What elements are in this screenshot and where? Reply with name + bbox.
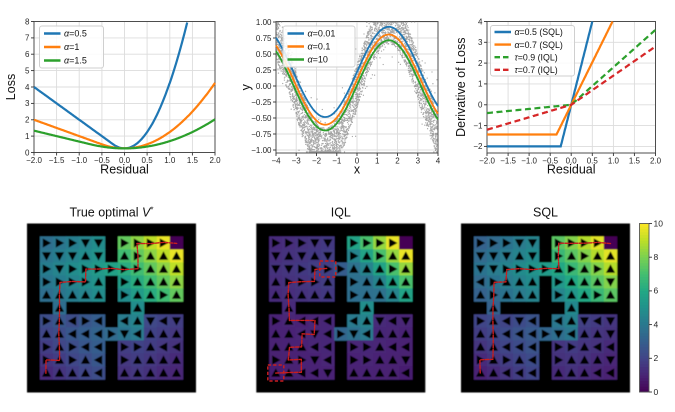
svg-text:−0.5: −0.5: [542, 157, 558, 166]
svg-text:0.0: 0.0: [566, 157, 578, 166]
svg-text:−1.5: −1.5: [49, 156, 65, 165]
svg-text:Residual: Residual: [547, 163, 596, 177]
svg-text:4: 4: [436, 157, 441, 166]
svg-text:0.75: 0.75: [256, 34, 272, 43]
svg-text:α=0.5 (SQL): α=0.5 (SQL): [515, 27, 563, 37]
svg-text:α=1: α=1: [64, 42, 79, 52]
svg-text:−3: −3: [292, 157, 302, 166]
svg-text:α=0.7 (SQL): α=0.7 (SQL): [515, 40, 563, 50]
svg-text:y: y: [239, 83, 253, 90]
svg-text:α=0.01: α=0.01: [308, 29, 336, 39]
svg-text:−0.75: −0.75: [251, 130, 272, 139]
svg-text:0.50: 0.50: [256, 50, 272, 59]
svg-text:2: 2: [654, 353, 659, 363]
svg-text:2: 2: [395, 157, 400, 166]
svg-text:−1: −1: [473, 121, 483, 130]
svg-text:6: 6: [25, 50, 30, 59]
svg-text:IQL: IQL: [331, 206, 351, 220]
svg-text:6: 6: [654, 286, 659, 296]
svg-text:0: 0: [25, 148, 30, 157]
svg-text:0.5: 0.5: [142, 156, 154, 165]
svg-text:8: 8: [654, 252, 659, 262]
svg-text:Derivative of Loss: Derivative of Loss: [454, 38, 468, 137]
svg-text:2: 2: [478, 59, 483, 68]
svg-text:0.00: 0.00: [256, 82, 272, 91]
svg-text:3: 3: [416, 157, 421, 166]
svg-text:1.0: 1.0: [164, 156, 176, 165]
svg-text:−2.0: −2.0: [479, 157, 495, 166]
svg-text:4: 4: [654, 319, 659, 329]
svg-text:−0.50: −0.50: [251, 114, 272, 123]
svg-text:α=1.5: α=1.5: [64, 56, 87, 66]
svg-text:1: 1: [25, 132, 30, 141]
svg-text:0: 0: [478, 101, 483, 110]
svg-text:−2: −2: [473, 142, 483, 151]
svg-text:True optimal V*: True optimal V*: [70, 206, 154, 220]
svg-text:3: 3: [25, 99, 30, 108]
svg-text:−1.0: −1.0: [521, 157, 537, 166]
svg-text:SQL: SQL: [533, 206, 558, 220]
svg-text:α=0.1: α=0.1: [308, 42, 331, 52]
svg-text:−1.0: −1.0: [71, 156, 87, 165]
svg-text:0.25: 0.25: [256, 66, 272, 75]
svg-text:−1: −1: [332, 157, 342, 166]
svg-text:3: 3: [478, 38, 483, 47]
svg-text:0.0: 0.0: [119, 156, 131, 165]
svg-text:1.0: 1.0: [608, 157, 620, 166]
svg-text:x: x: [354, 163, 361, 177]
svg-text:−0.5: −0.5: [94, 156, 110, 165]
svg-text:Residual: Residual: [100, 163, 149, 177]
svg-text:2.0: 2.0: [650, 157, 662, 166]
svg-text:τ=0.9 (IQL): τ=0.9 (IQL): [515, 52, 558, 62]
svg-text:0: 0: [355, 157, 360, 166]
svg-text:−4: −4: [271, 157, 281, 166]
svg-text:−2.0: −2.0: [26, 156, 42, 165]
svg-text:1.00: 1.00: [256, 18, 272, 27]
svg-text:1: 1: [375, 157, 380, 166]
svg-text:0: 0: [654, 387, 659, 397]
svg-text:8: 8: [25, 17, 30, 26]
svg-text:−0.25: −0.25: [251, 98, 272, 107]
svg-text:Loss: Loss: [4, 74, 18, 100]
svg-text:α=0.5: α=0.5: [64, 29, 87, 39]
svg-text:4: 4: [478, 17, 483, 26]
svg-text:7: 7: [25, 34, 30, 43]
svg-text:1.5: 1.5: [629, 157, 641, 166]
svg-text:4: 4: [25, 83, 30, 92]
svg-text:0.5: 0.5: [587, 157, 599, 166]
svg-text:−2: −2: [312, 157, 322, 166]
svg-text:τ=0.7 (IQL): τ=0.7 (IQL): [515, 65, 558, 75]
svg-text:−1.5: −1.5: [500, 157, 516, 166]
svg-text:10: 10: [654, 218, 664, 228]
svg-text:1.5: 1.5: [187, 156, 199, 165]
svg-text:1: 1: [478, 80, 483, 89]
svg-text:α=10: α=10: [308, 55, 328, 65]
svg-text:−1.00: −1.00: [251, 146, 272, 155]
svg-text:2.0: 2.0: [209, 156, 221, 165]
svg-text:2: 2: [25, 116, 30, 125]
svg-text:5: 5: [25, 66, 30, 75]
